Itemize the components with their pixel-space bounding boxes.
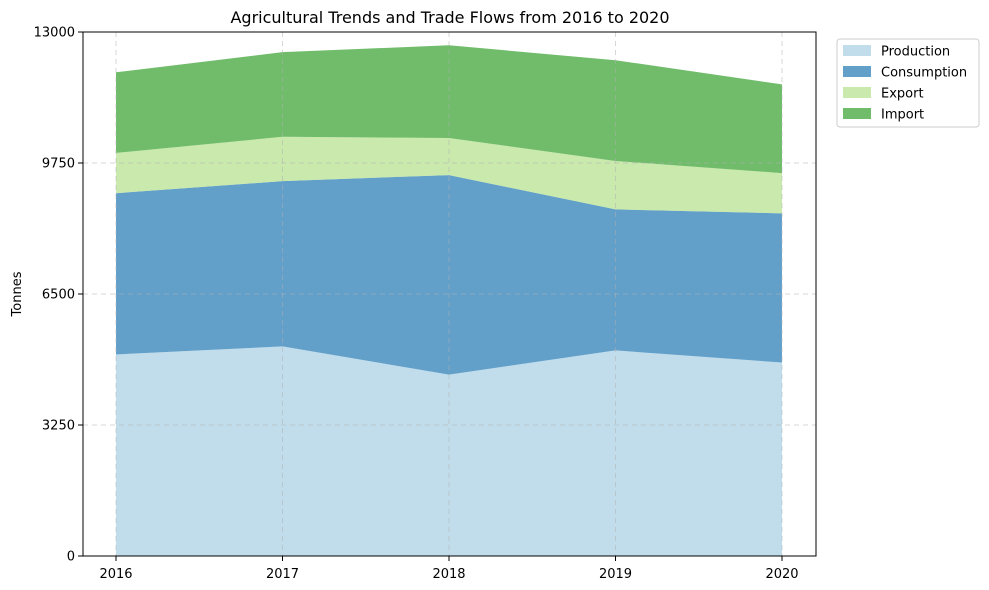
- x-tick-label: 2019: [599, 567, 632, 582]
- y-tick-label: 6500: [42, 288, 75, 303]
- x-tick-label: 2016: [99, 567, 132, 582]
- legend-label-consumption: Consumption: [881, 66, 967, 81]
- legend-label-production: Production: [881, 45, 950, 60]
- legend-swatch-consumption: [843, 66, 871, 77]
- legend-swatch-import: [843, 108, 871, 119]
- y-tick-label: 0: [67, 550, 75, 565]
- y-tick-label: 9750: [42, 157, 75, 172]
- y-tick-label: 3250: [42, 419, 75, 434]
- x-tick-label: 2020: [765, 567, 798, 582]
- legend-label-import: Import: [881, 108, 924, 123]
- legend-swatch-export: [843, 87, 871, 98]
- y-tick-label: 13000: [34, 26, 75, 41]
- x-tick-label: 2017: [266, 567, 299, 582]
- grid-lines: [83, 31, 816, 557]
- y-axis: 0 3250 6500 9750 13000: [34, 26, 83, 565]
- legend: Production Consumption Export Import: [836, 38, 980, 128]
- x-tick-label: 2018: [432, 567, 465, 582]
- y-axis-label: Tonnes: [10, 271, 25, 317]
- legend-swatch-production: [843, 45, 871, 56]
- x-axis: 2016 2017 2018 2019 2020: [99, 556, 799, 582]
- legend-box: [836, 38, 980, 128]
- plot-areas: [116, 45, 782, 556]
- chart-title: Agricultural Trends and Trade Flows from…: [230, 8, 669, 27]
- legend-label-export: Export: [881, 87, 924, 102]
